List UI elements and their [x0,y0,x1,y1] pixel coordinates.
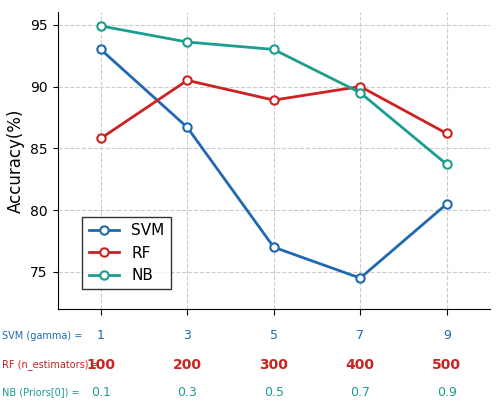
RF [98,136,104,141]
Text: 9: 9 [443,329,450,342]
RF [357,84,363,89]
NB [271,47,277,52]
Text: 0.3: 0.3 [178,386,197,399]
RF [444,131,450,136]
Text: 200: 200 [173,358,202,372]
Text: 100: 100 [86,358,115,372]
SVM [271,245,277,250]
Text: 500: 500 [432,358,461,372]
Line: SVM: SVM [96,45,451,282]
Legend: SVM, RF, NB: SVM, RF, NB [82,217,170,290]
Text: 7: 7 [356,329,364,342]
NB [444,162,450,167]
Text: SVM (gamma) =: SVM (gamma) = [2,331,83,341]
Y-axis label: Accuracy(%): Accuracy(%) [6,108,25,213]
Text: 0.7: 0.7 [350,386,370,399]
Line: NB: NB [96,22,451,169]
SVM [98,47,104,52]
NB [184,40,190,44]
Text: NB (Priors[0]) =: NB (Priors[0]) = [2,387,80,397]
Text: 5: 5 [270,329,278,342]
Text: 1: 1 [97,329,104,342]
SVM [444,201,450,206]
RF [271,98,277,103]
Text: 400: 400 [346,358,375,372]
RF [184,78,190,83]
Text: 0.1: 0.1 [91,386,110,399]
SVM [357,276,363,281]
NB [357,90,363,95]
Text: RF (n_estimators) =: RF (n_estimators) = [2,359,100,370]
Text: 3: 3 [184,329,191,342]
Text: 300: 300 [260,358,288,372]
Text: 0.9: 0.9 [437,386,456,399]
NB [98,23,104,28]
SVM [184,125,190,130]
Text: 0.5: 0.5 [264,386,284,399]
Line: RF: RF [96,76,451,143]
